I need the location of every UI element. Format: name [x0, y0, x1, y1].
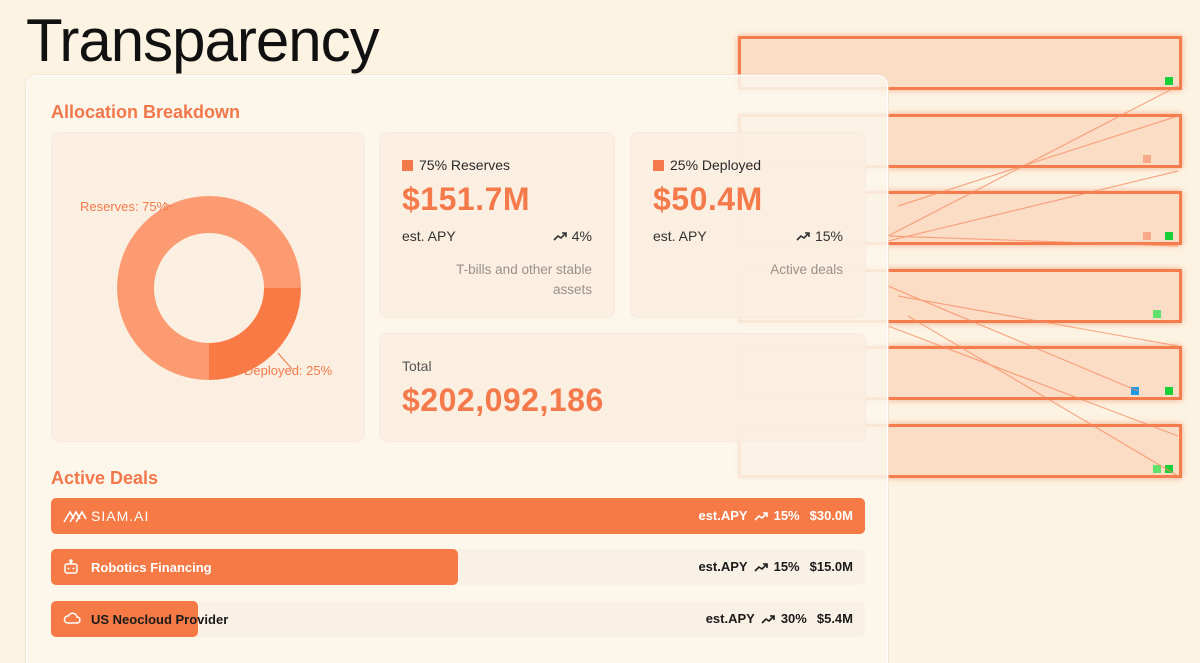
deal-apy-value: 15%	[773, 559, 800, 574]
chart-label-deployed: Deployed: 25%	[244, 363, 333, 378]
transparency-card: Allocation Breakdown Reserves: 75% Deplo…	[26, 75, 888, 663]
reserves-legend-label: 75% Reserves	[419, 157, 511, 173]
total-label: Total	[402, 358, 432, 374]
reserves-description: T-bills and other stable assets	[456, 262, 592, 297]
deployed-legend: 25% Deployed	[653, 157, 761, 173]
deal-apy-value: 30%	[780, 611, 807, 626]
reserves-legend: 75% Reserves	[402, 157, 510, 173]
led-indicator	[1153, 310, 1161, 318]
deal-apy-value: 15%	[773, 508, 800, 523]
reserves-apy-value: 4%	[553, 228, 592, 244]
led-indicator	[1131, 387, 1139, 395]
deployed-apy-value: 15%	[796, 228, 843, 244]
deal-row-us-neocloud[interactable]: US Neocloud Provider est.APY 30% $5.4M	[51, 601, 865, 637]
siam-logo: SIAM.AI	[63, 508, 149, 524]
deal-amount: $15.0M	[809, 559, 853, 574]
deal-name: SIAM.AI	[91, 508, 150, 524]
donut-slice-reserves	[117, 196, 301, 380]
reserves-apy-number: 4%	[571, 228, 592, 244]
cloud-icon	[63, 612, 81, 624]
led-indicator	[1165, 77, 1173, 85]
led-indicator	[1143, 232, 1151, 240]
trend-up-icon	[761, 614, 775, 624]
deal-stats: est.APY 15% $30.0M	[698, 508, 853, 523]
chart-label-reserves: Reserves: 75%	[80, 199, 169, 214]
trend-up-icon	[553, 232, 567, 241]
reserves-panel: 75% Reserves $151.7M est. APY 4% T-bills…	[379, 132, 615, 318]
deal-row-siam-ai[interactable]: SIAM.AI est.APY 15% $30.0M	[51, 498, 865, 534]
led-indicator	[1143, 155, 1151, 163]
led-indicator	[1165, 465, 1173, 473]
deal-progress-fill	[51, 498, 865, 534]
deal-apy-label: est.APY	[698, 559, 748, 574]
deployed-apy-label: est. APY	[653, 228, 707, 244]
reserves-swatch	[402, 159, 413, 171]
trend-up-icon	[754, 511, 768, 521]
led-indicator	[1153, 465, 1161, 473]
led-indicator	[1165, 232, 1173, 240]
deployed-swatch	[653, 159, 664, 171]
deployed-apy-number: 15%	[814, 228, 843, 244]
trend-up-icon	[754, 562, 768, 572]
deployed-description: Active deals	[770, 262, 843, 277]
leader-line	[163, 202, 173, 208]
siam-logo-mark-icon	[63, 510, 87, 523]
donut-slice-deployed	[209, 288, 301, 380]
deal-progress-fill	[51, 549, 458, 585]
led-indicator	[1165, 387, 1173, 395]
deal-apy-label: est.APY	[705, 611, 755, 626]
deal-name: US Neocloud Provider	[91, 612, 229, 627]
robot-icon	[64, 559, 78, 574]
deal-name: Robotics Financing	[91, 560, 212, 575]
page-title: Transparency	[26, 7, 380, 74]
deployed-panel: 25% Deployed $50.4M est. APY 15% Active …	[630, 132, 866, 318]
reserves-amount: $151.7M	[402, 181, 531, 217]
deal-row-robotics-financing[interactable]: Robotics Financing est.APY 15% $15.0M	[51, 549, 865, 585]
deal-apy-label: est.APY	[698, 508, 748, 523]
deployed-legend-label: 25% Deployed	[670, 157, 762, 173]
active-deals-title: Active Deals	[51, 468, 159, 488]
deal-progress-fill	[51, 601, 198, 637]
deployed-amount: $50.4M	[653, 181, 763, 217]
total-amount: $202,092,186	[402, 382, 604, 418]
deal-stats: est.APY 15% $15.0M	[698, 559, 853, 574]
reserves-apy-label: est. APY	[402, 228, 456, 244]
allocation-breakdown-title: Allocation Breakdown	[51, 102, 241, 122]
allocation-donut-chart	[117, 196, 301, 380]
deal-stats: est.APY 30% $5.4M	[706, 611, 853, 626]
rack-cables	[887, 85, 1179, 477]
trend-up-icon	[796, 232, 810, 241]
allocation-chart-panel: Reserves: 75% Deployed: 25%	[51, 132, 365, 442]
deal-amount: $30.0M	[809, 508, 853, 523]
leader-line	[277, 352, 293, 370]
total-panel: Total $202,092,186	[379, 333, 866, 442]
deal-amount: $5.4M	[816, 611, 853, 626]
